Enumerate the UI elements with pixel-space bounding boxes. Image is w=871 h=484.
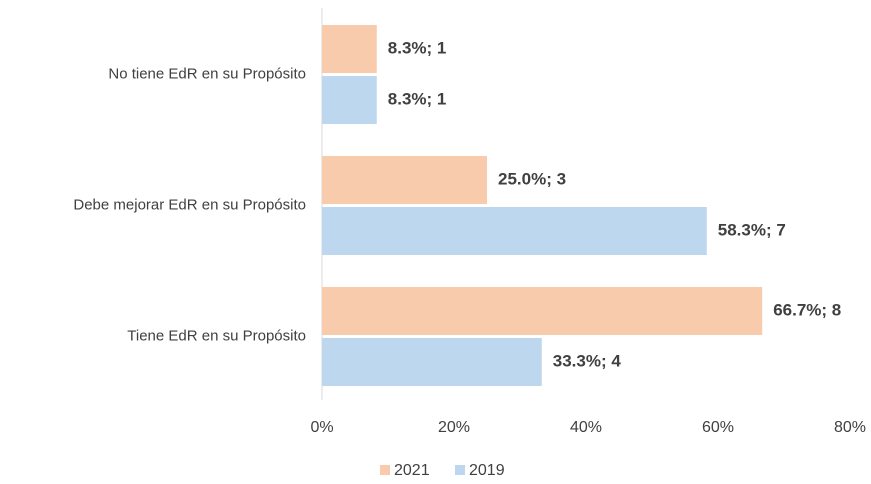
value-label: 8.3%; 1 xyxy=(388,89,447,108)
legend-label: 2019 xyxy=(469,462,505,479)
bar xyxy=(322,76,377,124)
value-label: 25.0%; 3 xyxy=(498,169,566,188)
bar xyxy=(322,287,763,335)
category-label: No tiene EdR en su Propósito xyxy=(108,65,306,82)
bar xyxy=(322,207,707,255)
category-label: Debe mejorar EdR en su Propósito xyxy=(73,196,306,213)
value-label: 33.3%; 4 xyxy=(553,351,622,370)
bar xyxy=(322,338,542,386)
x-tick-label: 0% xyxy=(310,419,333,436)
value-label: 58.3%; 7 xyxy=(718,220,786,239)
x-tick-label: 40% xyxy=(570,419,602,436)
x-tick-label: 80% xyxy=(834,419,866,436)
legend-swatch xyxy=(380,465,390,475)
value-label: 8.3%; 1 xyxy=(388,38,447,57)
category-label: Tiene EdR en su Propósito xyxy=(127,327,306,344)
legend-swatch xyxy=(455,465,465,475)
value-label: 66.7%; 8 xyxy=(773,300,841,319)
bar xyxy=(322,156,487,204)
legend-label: 2021 xyxy=(394,462,430,479)
x-tick-label: 60% xyxy=(702,419,734,436)
bar xyxy=(322,25,377,73)
x-tick-label: 20% xyxy=(438,419,470,436)
